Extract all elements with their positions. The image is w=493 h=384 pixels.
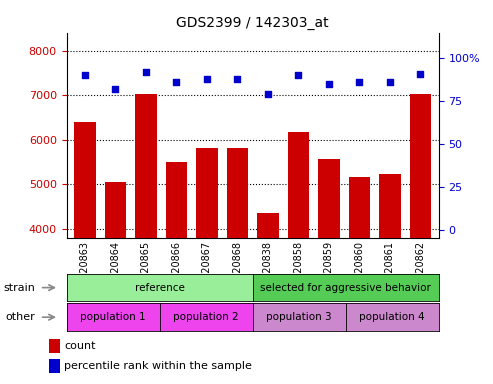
Bar — [135, 94, 157, 384]
Title: GDS2399 / 142303_at: GDS2399 / 142303_at — [176, 16, 329, 30]
Point — [417, 71, 424, 77]
Point — [325, 81, 333, 87]
Point — [81, 72, 89, 78]
Bar — [379, 174, 401, 384]
Point — [203, 76, 211, 82]
Point — [355, 79, 363, 85]
Point — [264, 91, 272, 98]
Point — [142, 69, 150, 75]
Text: reference: reference — [135, 283, 184, 293]
Point — [111, 86, 119, 92]
Text: population 3: population 3 — [266, 312, 332, 322]
Bar — [105, 182, 126, 384]
Text: selected for aggressive behavior: selected for aggressive behavior — [260, 283, 431, 293]
Text: population 2: population 2 — [174, 312, 239, 322]
Bar — [349, 177, 370, 384]
Text: strain: strain — [3, 283, 35, 293]
Bar — [288, 132, 309, 384]
Point — [173, 79, 180, 85]
Point — [234, 76, 242, 82]
Point — [386, 79, 394, 85]
Text: other: other — [5, 312, 35, 322]
Text: population 4: population 4 — [359, 312, 425, 322]
Bar — [410, 94, 431, 384]
Bar — [166, 162, 187, 384]
Bar — [227, 148, 248, 384]
Text: percentile rank within the sample: percentile rank within the sample — [64, 361, 252, 371]
Bar — [257, 213, 279, 384]
Text: population 1: population 1 — [80, 312, 146, 322]
Bar — [74, 122, 96, 384]
Text: count: count — [64, 341, 96, 351]
Bar — [318, 159, 340, 384]
Bar — [196, 148, 217, 384]
Point — [294, 72, 302, 78]
